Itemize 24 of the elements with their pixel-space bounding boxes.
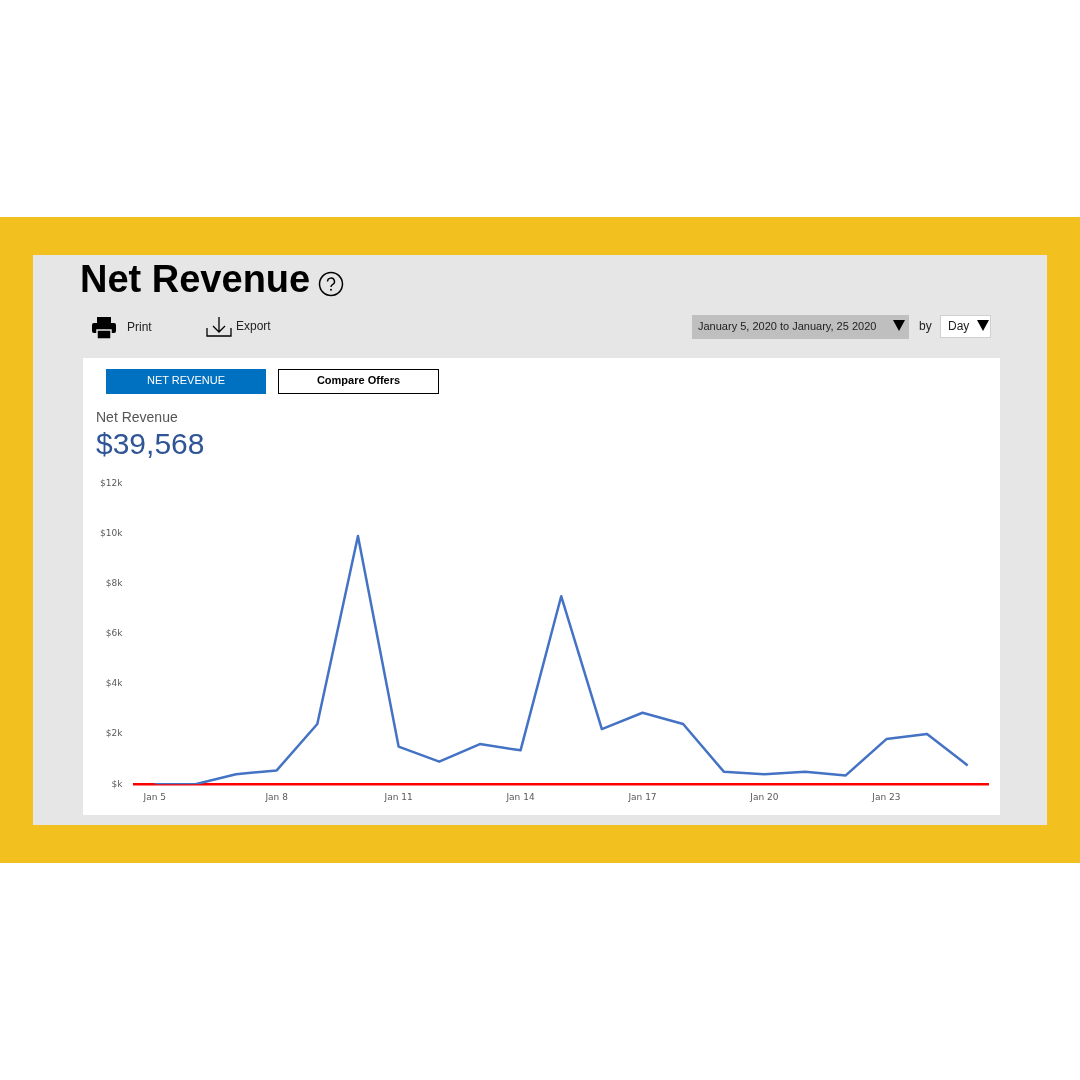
- y-tick-label: $2k: [105, 728, 124, 739]
- y-tick-label: $6k: [105, 628, 124, 639]
- y-tick-label: $8k: [105, 578, 124, 589]
- chart-title: Net Revenue: [80, 258, 311, 301]
- y-tick-label: $12k: [100, 477, 124, 488]
- x-tick-label: Jan 20: [749, 791, 779, 802]
- text: NET REVENUE: [145, 374, 226, 386]
- text: Day: [948, 319, 970, 333]
- x-tick-label: Jan 11: [383, 791, 413, 802]
- text: Compare Offers: [315, 374, 402, 386]
- x-tick-label: Jan 5: [142, 791, 166, 802]
- y-tick-label: $4k: [105, 678, 124, 689]
- x-tick-label: Jan 8: [264, 791, 289, 802]
- text: January 5, 2020 to January, 25 2020: [698, 320, 877, 332]
- x-tick-label: Jan 14: [505, 791, 535, 802]
- x-tick-label: Jan 17: [627, 791, 657, 802]
- y-tick-label: $k: [111, 778, 124, 789]
- text: by: [919, 319, 932, 333]
- text: $39,568: [96, 427, 205, 461]
- x-tick-label: Jan 23: [871, 791, 901, 802]
- text: Print: [127, 320, 152, 334]
- text: Net Revenue: [96, 409, 178, 425]
- text: Export: [236, 319, 271, 333]
- y-tick-label: $10k: [100, 527, 124, 538]
